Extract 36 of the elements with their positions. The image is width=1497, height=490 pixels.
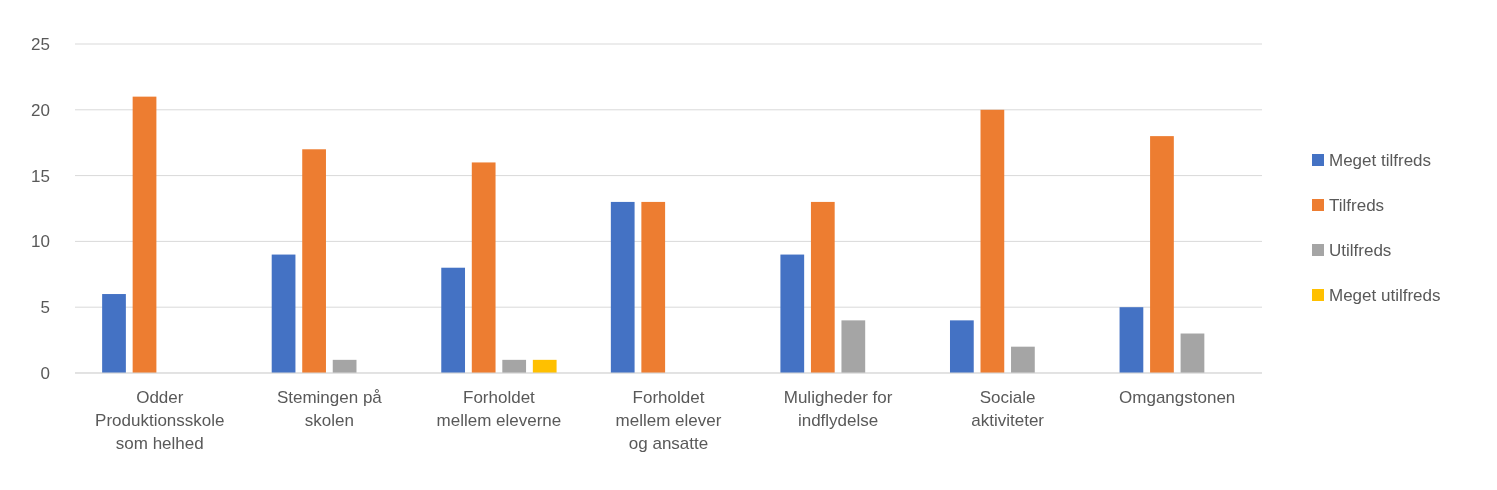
y-tick-label: 15: [31, 166, 50, 186]
bar: [471, 162, 496, 373]
bar: [1119, 307, 1144, 373]
y-tick-label: 0: [40, 363, 50, 383]
bar: [780, 254, 805, 373]
legend-label: Meget utilfreds: [1329, 285, 1441, 305]
bar: [1011, 346, 1035, 373]
bar: [271, 254, 296, 373]
y-tick-label: 10: [31, 232, 50, 252]
bar: [980, 109, 1005, 373]
bar: [641, 201, 666, 373]
bar: [841, 320, 866, 373]
bar: [1150, 136, 1174, 373]
bar: [810, 201, 835, 373]
bar: [102, 294, 126, 373]
x-tick-label: Forholdet mellem elever og ansatte: [615, 388, 722, 453]
x-tick-label: Sociale aktiviteter: [971, 388, 1045, 430]
legend-label: Utilfreds: [1329, 240, 1392, 260]
x-tick-label: Muligheder for indflydelse: [783, 388, 893, 430]
bar: [610, 201, 635, 373]
x-tick-label: Odder Produktionsskole som helhed: [95, 388, 225, 453]
x-tick-label: Omgangstonen: [1119, 388, 1236, 407]
x-tick-label: Forholdet mellem eleverne: [436, 388, 562, 430]
y-tick-label: 5: [40, 298, 50, 318]
bar: [949, 320, 974, 373]
bar: [441, 267, 466, 373]
legend-label: Meget tilfreds: [1329, 150, 1432, 170]
x-tick-label: Stemingen på skolen: [276, 388, 383, 430]
bar: [132, 96, 157, 373]
bar: [502, 359, 527, 373]
y-tick-label: 20: [31, 100, 50, 120]
bar: [302, 149, 326, 373]
bar: [532, 359, 557, 373]
legend-label: Tilfreds: [1329, 195, 1385, 215]
bar: [1180, 333, 1205, 373]
y-tick-label: 25: [31, 34, 50, 54]
